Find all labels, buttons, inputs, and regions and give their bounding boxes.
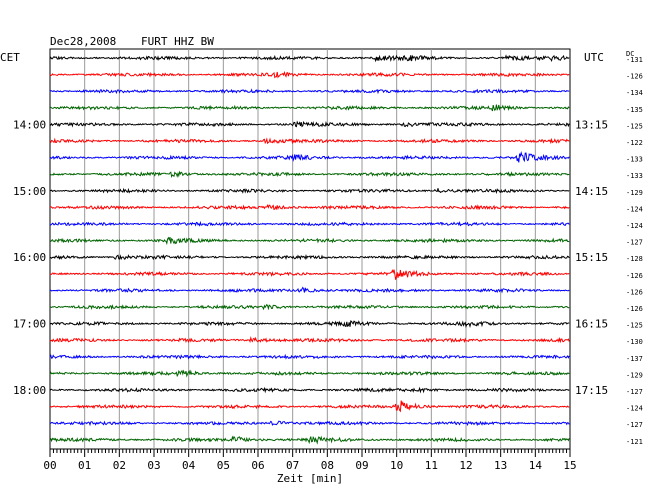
dc-label: DC [626,50,634,58]
seismic-trace [49,150,570,163]
x-tick-label: 15 [563,459,576,472]
seismic-trace [49,187,570,195]
x-tick-label: 10 [390,459,403,472]
seismic-trace [49,320,570,329]
utc-zone-label: UTC [584,51,604,64]
utc-time-label: 15:15 [575,251,608,264]
seismic-trace [49,253,570,261]
dc-offset-label: -133 [626,156,643,164]
dc-offset-label: -125 [626,122,643,130]
seismic-trace [49,400,570,413]
cet-time-label: 17:00 [13,318,46,331]
cet-zone-label: CET [0,51,20,64]
x-tick-label: 04 [182,459,196,472]
seismic-trace [49,420,570,427]
dc-offset-label: -127 [626,388,643,396]
dc-offset-label: -126 [626,73,643,81]
seismic-trace [49,204,570,211]
x-tick-label: 06 [251,459,264,472]
seismic-trace [49,435,570,445]
x-tick-label: 08 [321,459,334,472]
trace-labels: -131 -126 -134 -135 -125 -122 -133 -133 -129 -124… [13,56,643,446]
dc-offset-label: -124 [626,222,643,230]
dc-offset-label: -121 [626,438,643,446]
seismic-trace [49,335,570,344]
dc-offset-label: -134 [626,89,643,97]
seismic-trace [49,104,570,112]
dc-offset-label: -122 [626,139,643,147]
seismic-trace [49,353,570,360]
dc-offset-label: -127 [626,239,643,247]
utc-time-label: 13:15 [575,118,608,131]
traces [49,54,570,445]
x-tick-label: 01 [78,459,91,472]
time-axis: 00 01 02 03 04 05 06 07 08 09 10 11 12 13 14 15 [43,449,577,472]
cet-time-label: 15:00 [13,185,46,198]
x-tick-label: 02 [113,459,126,472]
x-axis-label: Zeit [min] [277,472,343,485]
station-label: FURT HHZ BW [141,35,214,48]
seismic-trace [49,220,570,227]
x-tick-label: 12 [459,459,472,472]
dc-offset-label: -133 [626,172,643,180]
x-tick-label: 11 [425,459,438,472]
x-tick-label: 09 [355,459,368,472]
seismic-trace [49,170,570,178]
seismic-trace [49,70,570,79]
dc-offset-label: -137 [626,355,643,363]
grid [49,48,571,450]
dc-offset-label: -125 [626,322,643,330]
x-tick-label: 03 [147,459,160,472]
dc-offset-label: -129 [626,371,643,379]
x-tick-label: 14 [529,459,543,472]
seismic-trace [49,120,570,128]
seismic-trace [49,269,570,280]
seismic-trace [49,386,570,394]
dc-offset-label: -124 [626,205,643,213]
seismic-trace [49,303,570,311]
seismic-trace [49,137,570,145]
dc-offset-label: -124 [626,405,643,413]
x-tick-label: 07 [286,459,299,472]
x-tick-label: 00 [43,459,56,472]
seismic-trace [49,88,570,95]
x-tick-label: 13 [494,459,507,472]
cet-time-label: 18:00 [13,384,46,397]
utc-time-label: 16:15 [575,318,608,331]
dc-offset-label: -126 [626,272,643,280]
seismic-trace [49,236,570,246]
utc-time-label: 14:15 [575,185,608,198]
utc-time-label: 17:15 [575,384,608,397]
cet-time-label: 14:00 [13,118,46,131]
x-tick-label: 05 [217,459,230,472]
dc-offset-label: -126 [626,305,643,313]
dc-offset-label: -129 [626,189,643,197]
date-label: Dec28,2008 [50,35,116,48]
dc-offset-label: -131 [626,56,643,64]
dc-offset-label: -130 [626,338,643,346]
seismic-trace [49,54,570,63]
seismic-trace [49,369,570,378]
dc-offset-label: -135 [626,106,643,114]
dc-offset-label: -127 [626,421,643,429]
dc-offset-label: -126 [626,288,643,296]
cet-time-label: 16:00 [13,251,46,264]
seismic-trace [49,286,570,294]
dc-offset-label: -128 [626,255,643,263]
